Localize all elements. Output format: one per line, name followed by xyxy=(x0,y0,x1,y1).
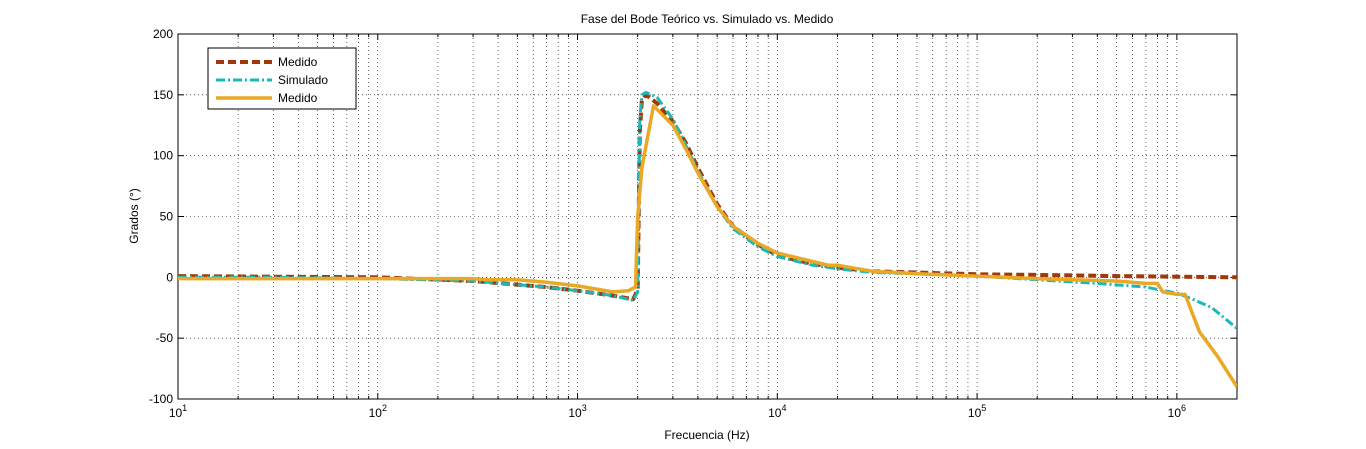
x-tick-label: 102 xyxy=(369,403,387,420)
y-tick-label: 0 xyxy=(166,270,173,284)
x-tick-label: 106 xyxy=(1168,403,1186,420)
series-lines xyxy=(178,90,1237,388)
y-axis-label: Grados (°) xyxy=(127,188,141,243)
legend-label-simulado: Simulado xyxy=(278,73,328,87)
y-tick-label: 200 xyxy=(153,27,173,41)
x-tick-label: 101 xyxy=(169,403,187,420)
series-line-medido-3 xyxy=(178,104,1237,388)
x-tick-label: 104 xyxy=(768,403,786,420)
y-tick-label: 100 xyxy=(153,149,173,163)
ticks: 101 102 103 104 105 106 200 150 100 50 0 -50 -100 xyxy=(149,27,1238,420)
chart-title: Fase del Bode Teórico vs. Simulado vs. M… xyxy=(581,12,834,26)
y-tick-label: -100 xyxy=(149,392,173,406)
legend-label-medido-1: Medido xyxy=(278,55,318,69)
x-tick-label: 105 xyxy=(968,403,986,420)
y-tick-label: -50 xyxy=(156,331,174,345)
legend-label-medido-2: Medido xyxy=(278,91,318,105)
y-tick-label: 150 xyxy=(153,88,173,102)
y-tick-label: 50 xyxy=(160,210,174,224)
legend: Medido Simulado Medido xyxy=(207,47,357,110)
x-axis-label: Frecuencia (Hz) xyxy=(664,428,749,442)
x-tick-label: 103 xyxy=(568,403,586,420)
